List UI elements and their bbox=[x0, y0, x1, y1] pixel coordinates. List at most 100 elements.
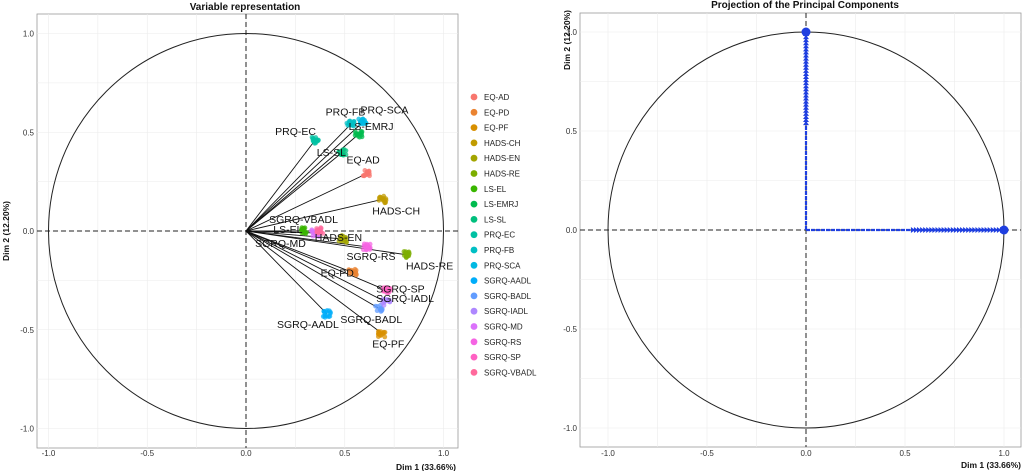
arrow-hads-ch bbox=[245, 198, 383, 232]
arrowhead-dim-2 bbox=[803, 78, 809, 83]
x-axis-title: Dim 1 (33.66%) bbox=[961, 460, 1021, 470]
legend-label-ls-el: LS-EL bbox=[484, 185, 507, 194]
principal-components-panel: Projection of the Principal Components -… bbox=[562, 0, 1022, 470]
arrow-sgrq-iadl bbox=[245, 230, 387, 303]
legend-key-sgrq-badl bbox=[470, 292, 478, 300]
point-hads-en bbox=[338, 238, 344, 244]
point-ls-sl bbox=[340, 147, 346, 153]
point-hads-ch bbox=[383, 196, 389, 202]
point-sgrq-md bbox=[316, 234, 322, 239]
y-tick-label: -1.0 bbox=[20, 425, 34, 434]
legend-key-eq-pd bbox=[470, 108, 478, 116]
legend-key-prq-fb bbox=[470, 246, 478, 254]
label-sgrq-sp: SGRQ-SP bbox=[376, 283, 424, 295]
label-ls-emrj: LS-EMRJ bbox=[349, 121, 394, 133]
x-tick-label: 1.0 bbox=[438, 449, 450, 458]
arrowhead-dim-2 bbox=[803, 108, 809, 113]
point-sgrq-iadl bbox=[387, 299, 393, 305]
point-sgrq-rs bbox=[360, 247, 366, 253]
label-prq-ec: PRQ-EC bbox=[275, 126, 316, 138]
variable-representation-panel: Variable representation EQ-AD EQ-PD EQ-PF H… bbox=[1, 2, 537, 471]
point-sgrq-rs bbox=[367, 245, 373, 251]
label-sgrq-aadl: SGRQ-AADL bbox=[277, 319, 339, 331]
legend-key-hads-re bbox=[470, 170, 478, 177]
component-arrows bbox=[801, 27, 1009, 235]
label-sgrq-rs: SGRQ-RS bbox=[346, 251, 395, 263]
point-sgrq-aadl bbox=[322, 314, 328, 320]
y-tick-label: 1.0 bbox=[23, 30, 35, 39]
legend-key-sgrq-rs bbox=[470, 338, 478, 346]
y-tick-label: 0.5 bbox=[566, 127, 578, 136]
y-tick-label: -1.0 bbox=[563, 424, 577, 433]
arrow-hads-en bbox=[245, 230, 343, 240]
label-ls-el: LS-EL bbox=[273, 224, 302, 236]
correlation-circle bbox=[48, 33, 444, 429]
legend-label-prq-sca: PRQ-SCA bbox=[484, 261, 521, 270]
x-tick-label: -0.5 bbox=[700, 449, 714, 458]
legend-key-prq-sca bbox=[470, 261, 478, 269]
arrowhead-dim-2 bbox=[803, 53, 809, 58]
legend-key-eq-ad bbox=[470, 93, 478, 101]
point-sgrq-vbadl bbox=[314, 229, 320, 235]
legend: EQ-AD EQ-PD EQ-PF HADS-CH HADS-EN HADS-RE LS-E… bbox=[470, 93, 537, 377]
label-hads-re: HADS-RE bbox=[406, 261, 453, 273]
arrowhead-dim-2 bbox=[803, 93, 809, 98]
point-hads-ch bbox=[382, 200, 388, 206]
label-eq-ad: EQ-AD bbox=[346, 155, 380, 167]
y-tick-labels: -1.0 -0.5 0.0 0.5 1.0 bbox=[563, 28, 577, 433]
arrow-ls-sl bbox=[245, 151, 344, 232]
point-hads-re bbox=[401, 249, 407, 254]
point-sgrq-sp bbox=[385, 290, 391, 296]
variable-labels: EQ-AD EQ-PD EQ-PF HADS-CH HADS-EN HADS-RE LS-E… bbox=[255, 104, 453, 350]
x-tick-label: 1.0 bbox=[998, 449, 1010, 458]
legend-label-eq-pd: EQ-PD bbox=[484, 108, 510, 117]
arrow-sgrq-badl bbox=[245, 230, 379, 309]
legend-label-sgrq-rs: SGRQ-RS bbox=[484, 338, 521, 347]
point-eq-pd bbox=[347, 270, 352, 276]
point-prq-ec bbox=[314, 138, 320, 144]
point-sgrq-aadl bbox=[322, 310, 328, 316]
legend-label-sgrq-md: SGRQ-MD bbox=[484, 323, 523, 332]
legend-label-sgrq-iadl: SGRQ-IADL bbox=[484, 307, 529, 316]
point-ls-el bbox=[299, 227, 305, 233]
label-hads-ch: HADS-CH bbox=[372, 205, 420, 217]
arrowhead-dim-2 bbox=[803, 68, 809, 73]
point-sgrq-sp bbox=[387, 286, 393, 291]
legend-label-eq-ad: EQ-AD bbox=[484, 93, 510, 102]
y-tick-label: -0.5 bbox=[563, 325, 577, 334]
x-tick-label: 0.0 bbox=[800, 449, 812, 458]
x-tick-label: 0.5 bbox=[339, 449, 351, 458]
point-ls-sl bbox=[338, 152, 344, 157]
arrowhead-dim-2 bbox=[803, 118, 809, 123]
point-hads-en bbox=[343, 236, 349, 242]
y-tick-label: 1.0 bbox=[566, 28, 578, 37]
legend-label-sgrq-badl: SGRQ-BADL bbox=[484, 292, 532, 301]
x-tick-label: -1.0 bbox=[601, 449, 615, 458]
component-tip-dim-1 bbox=[999, 225, 1009, 235]
arrowhead-dim-1 bbox=[923, 227, 928, 233]
legend-label-ls-emrj: LS-EMRJ bbox=[484, 200, 518, 209]
arrowhead-dim-1 bbox=[953, 227, 958, 233]
plot-title: Projection of the Principal Components bbox=[711, 0, 899, 11]
y-tick-label: 0.0 bbox=[23, 227, 35, 236]
legend-label-prq-ec: PRQ-EC bbox=[484, 231, 515, 240]
arrow-prq-ec bbox=[245, 139, 316, 232]
y-tick-label: -0.5 bbox=[20, 326, 34, 335]
legend-label-prq-fb: PRQ-FB bbox=[484, 246, 514, 255]
arrow-eq-pd bbox=[245, 230, 353, 273]
arrow-prq-sca bbox=[245, 122, 363, 232]
label-sgrq-vbadl: SGRQ-VBADL bbox=[269, 214, 338, 226]
point-sgrq-vbadl bbox=[320, 230, 326, 236]
arrowhead-dim-2 bbox=[803, 38, 809, 43]
point-eq-pd bbox=[352, 269, 358, 275]
label-hads-en: HADS-EN bbox=[315, 232, 362, 244]
point-eq-pf bbox=[382, 329, 388, 335]
point-prq-sca bbox=[362, 117, 367, 123]
legend-label-eq-pf: EQ-PF bbox=[484, 124, 509, 133]
point-hads-ch bbox=[376, 197, 382, 203]
legend-key-prq-ec bbox=[470, 231, 478, 239]
point-sgrq-aadl bbox=[328, 309, 333, 315]
legend-key-ls-el bbox=[470, 185, 478, 193]
point-hads-re bbox=[405, 252, 411, 258]
